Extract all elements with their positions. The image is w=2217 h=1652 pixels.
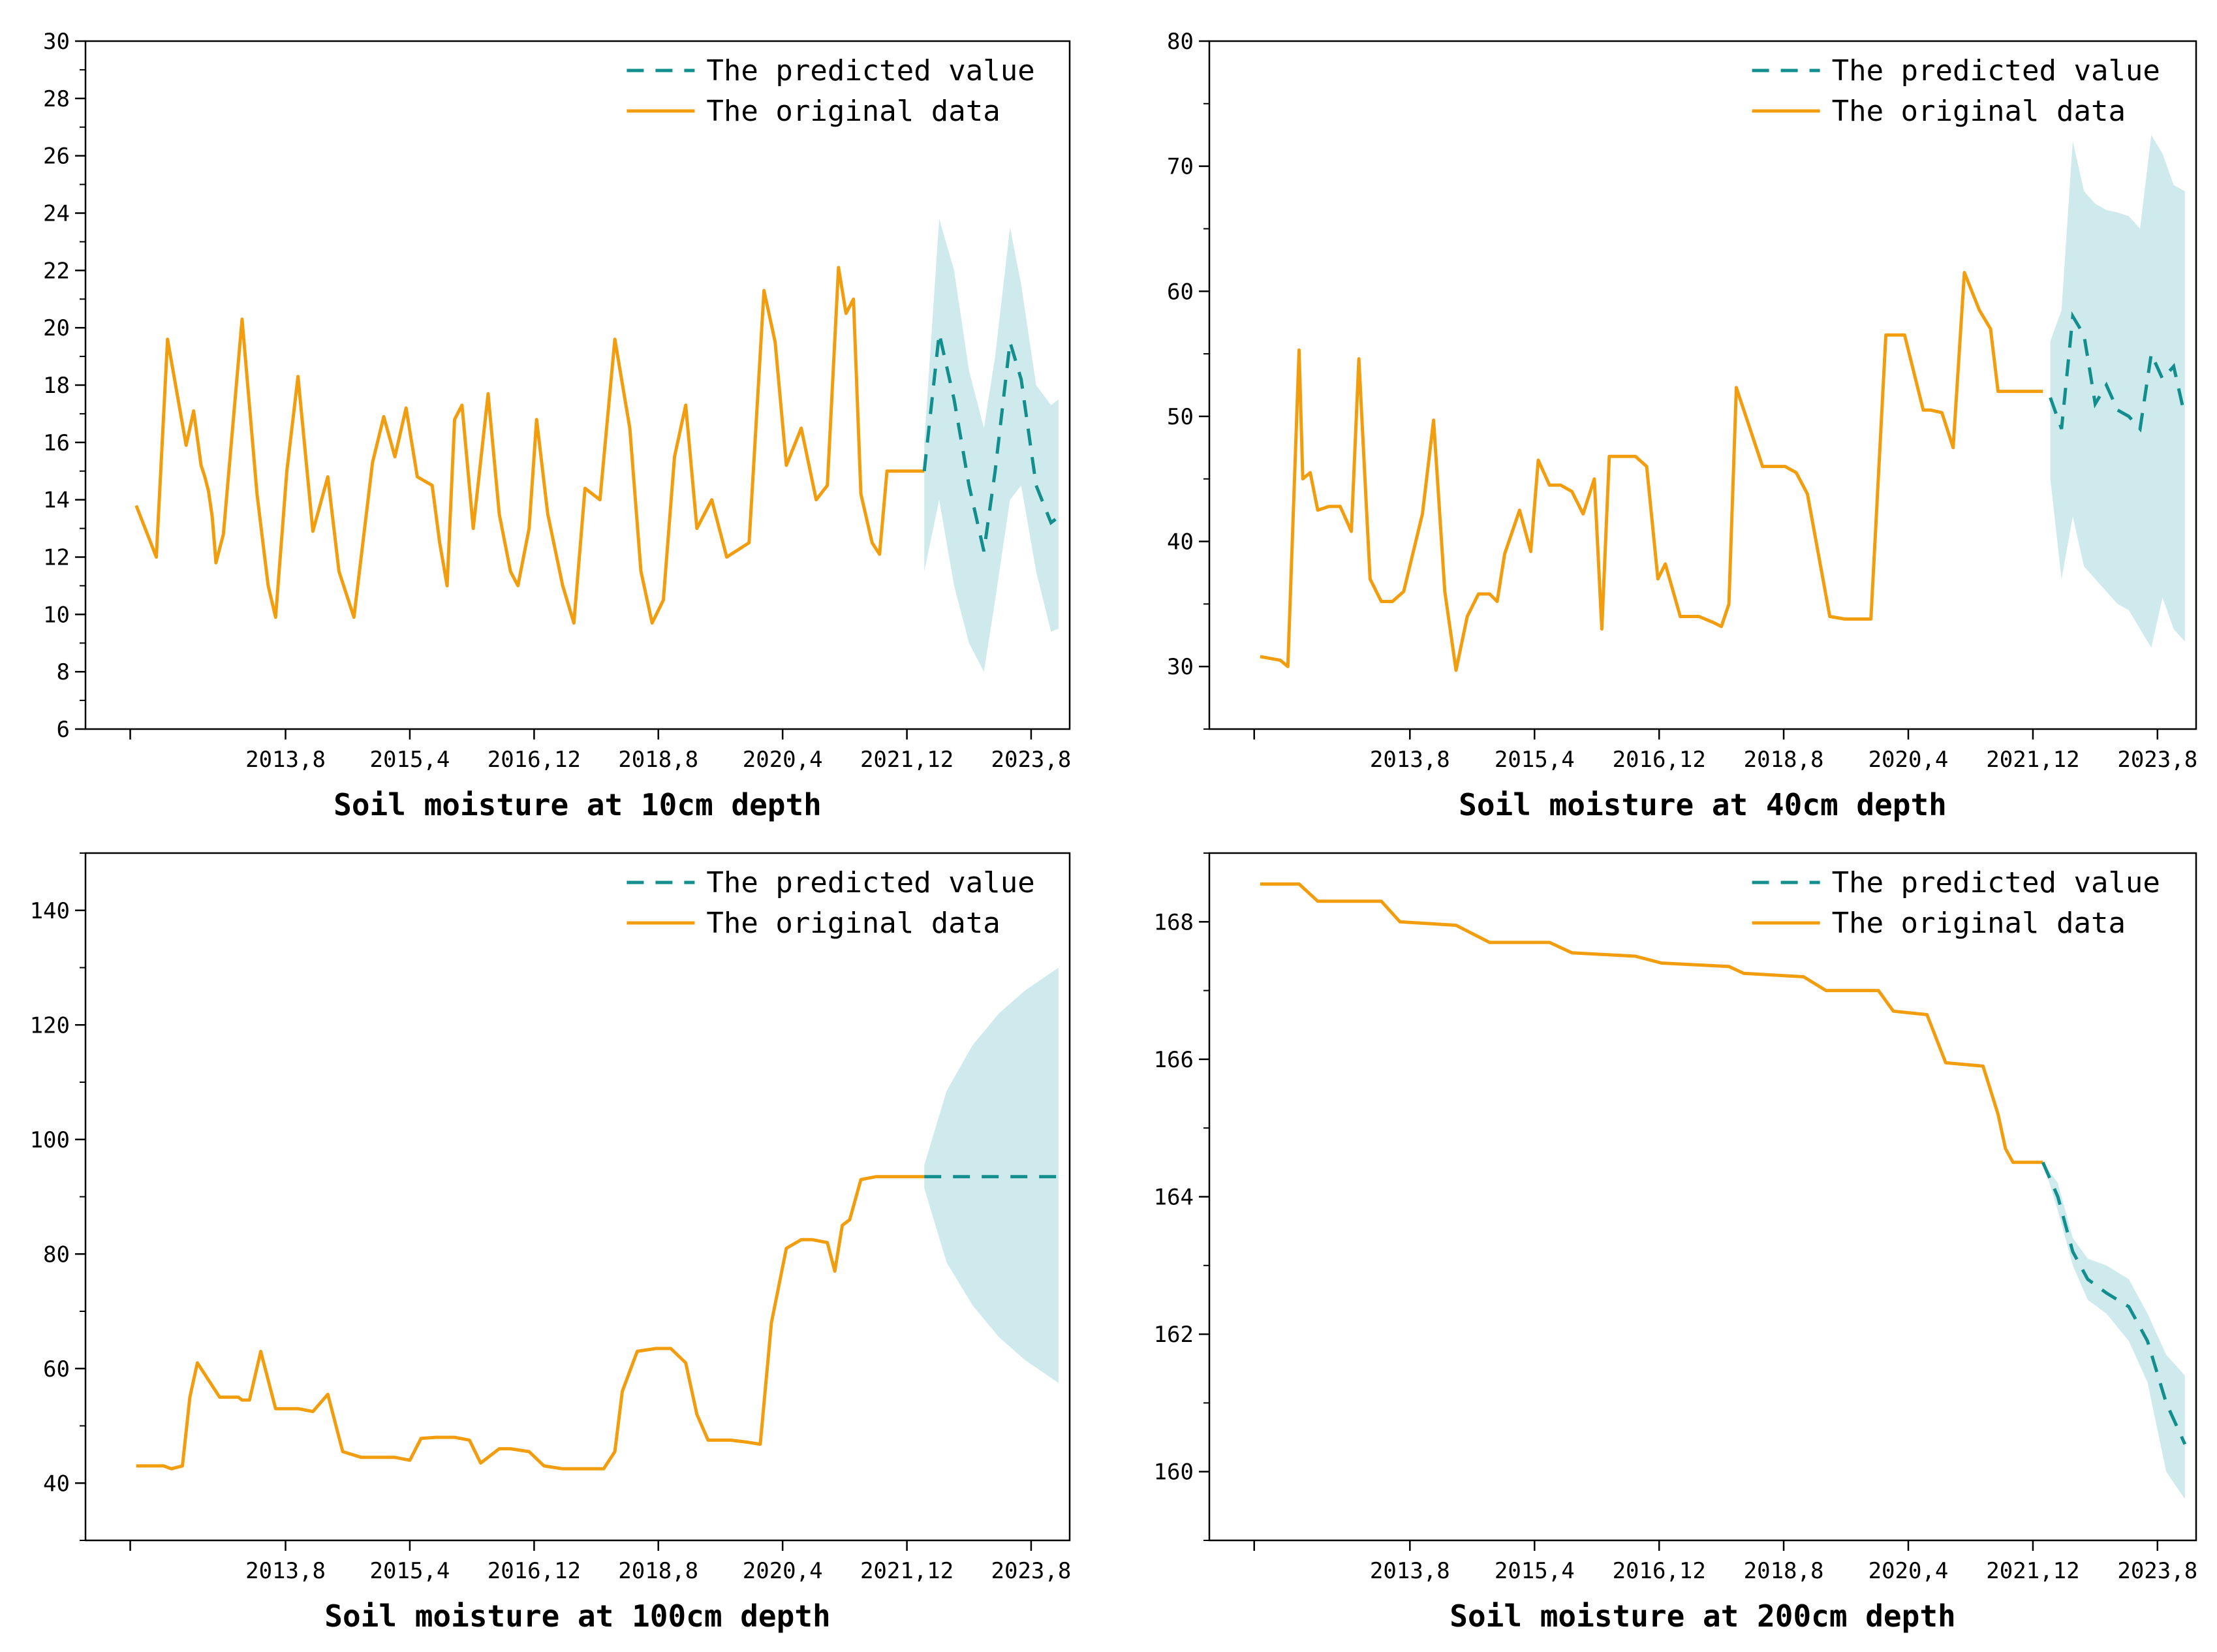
y-tick-label: 8 [57,659,70,685]
x-tick-label: 2021,12 [860,747,953,773]
y-tick-label: 22 [43,258,70,284]
y-tick-label: 100 [30,1127,70,1153]
confidence-band [2050,134,2185,648]
x-tick-label: 2013,8 [1370,747,1450,773]
legend-predicted-label: The predicted value [706,54,1034,87]
y-tick-label: 40 [1167,529,1194,555]
y-tick-label: 10 [43,602,70,628]
y-tick-label: 6 [57,717,70,743]
y-tick-label: 12 [43,545,70,571]
confidence-band [2043,1162,2185,1499]
y-tick-label: 18 [43,373,70,399]
original-data-line [134,266,925,625]
legend-original-label: The original data [1832,95,2126,128]
predicted-value-line [2049,311,2187,433]
plot-frame [1208,852,2197,1542]
x-tick-label: 2015,4 [1495,747,1575,773]
x-tick-label: 2021,12 [1986,1558,2079,1584]
y-tick-label: 70 [1167,154,1194,180]
y-tick-label: 160 [1154,1459,1194,1486]
y-tick-label: 40 [43,1471,70,1497]
y-tick-label: 28 [43,86,70,112]
original-data-line [136,1175,925,1471]
chart-panel-40cm: 30 40 50 60 70 80 2013,8 2015,4 2016,12 2018,8 202… [1167,29,2197,822]
original-data-line [1260,882,2043,1164]
y-tick-label: 166 [1154,1047,1194,1073]
x-tick-label: 2023,8 [2117,1558,2197,1584]
x-axis-label: Soil moisture at 200cm depth [1450,1598,1955,1634]
x-tick-label: 2015,4 [370,1558,450,1584]
y-tick-label: 20 [43,315,70,341]
legend-predicted-label: The predicted value [1832,54,2160,87]
x-tick-label: 2021,12 [1986,747,2079,773]
chart-panel-100cm: 40 60 80 100 120 140 2013,8 2015,4 2016,12 2018,8… [30,852,1072,1634]
x-tick-label: 2018,8 [1744,1558,1824,1584]
y-tick-label: 16 [43,430,70,456]
y-tick-label: 50 [1167,404,1194,430]
x-tick-label: 2020,4 [1868,747,1949,773]
x-tick-label: 2013,8 [245,1558,326,1584]
y-tick-label: 162 [1154,1322,1194,1348]
legend-predicted-label: The predicted value [1832,866,2160,899]
x-axis-label: Soil moisture at 40cm depth [1459,787,1947,822]
x-tick-label: 2020,4 [743,747,823,773]
legend-original-label: The original data [706,907,1000,940]
original-data-line [1260,271,2043,672]
y-tick-label: 24 [43,201,70,227]
plot-frame [1208,40,2197,730]
x-tick-label: 2023,8 [2117,747,2197,773]
legend-original-label: The original data [706,95,1000,128]
x-tick-label: 2013,8 [1370,1558,1450,1584]
x-tick-label: 2020,4 [1868,1558,1949,1584]
y-tick-label: 30 [43,29,70,55]
x-tick-label: 2023,8 [991,1558,1072,1584]
y-tick-label: 164 [1154,1185,1194,1211]
x-axis-label: Soil moisture at 100cm depth [324,1598,830,1634]
y-tick-label: 30 [1167,654,1194,680]
chart-panel-10cm: 6 8 10 12 14 16 18 20 22 24 26 28 30 2013,8 2015,4 2016… [43,29,1071,822]
x-tick-label: 2016,12 [488,1558,581,1584]
y-tick-label: 60 [1167,279,1194,305]
predicted-value-line [922,333,1060,552]
x-tick-label: 2018,8 [618,747,698,773]
x-tick-label: 2020,4 [743,1558,823,1584]
predicted-value-line [2041,1161,2187,1445]
x-tick-label: 2021,12 [860,1558,953,1584]
x-tick-label: 2015,4 [370,747,450,773]
confidence-band [924,219,1059,672]
plot-frame [84,40,1071,730]
x-tick-label: 2013,8 [245,747,326,773]
x-tick-label: 2016,12 [488,747,581,773]
y-tick-label: 80 [1167,29,1194,55]
legend-predicted-label: The predicted value [706,866,1034,899]
x-tick-label: 2016,12 [1613,747,1706,773]
y-tick-label: 168 [1154,909,1194,935]
y-tick-label: 140 [30,898,70,924]
y-tick-label: 120 [30,1012,70,1038]
x-tick-label: 2018,8 [1744,747,1824,773]
y-tick-label: 14 [43,488,70,514]
y-tick-label: 80 [43,1241,70,1268]
x-tick-label: 2023,8 [991,747,1072,773]
y-tick-label: 60 [43,1356,70,1382]
x-axis-label: Soil moisture at 10cm depth [333,787,822,822]
plot-frame [84,852,1071,1542]
x-tick-label: 2015,4 [1495,1558,1575,1584]
chart-panel-200cm: 160 162 164 166 168 2013,8 2015,4 2016,12 2018,8… [1154,852,2197,1634]
legend-original-label: The original data [1832,907,2126,940]
x-tick-label: 2018,8 [618,1558,698,1584]
x-tick-label: 2016,12 [1613,1558,1706,1584]
y-tick-label: 26 [43,144,70,170]
